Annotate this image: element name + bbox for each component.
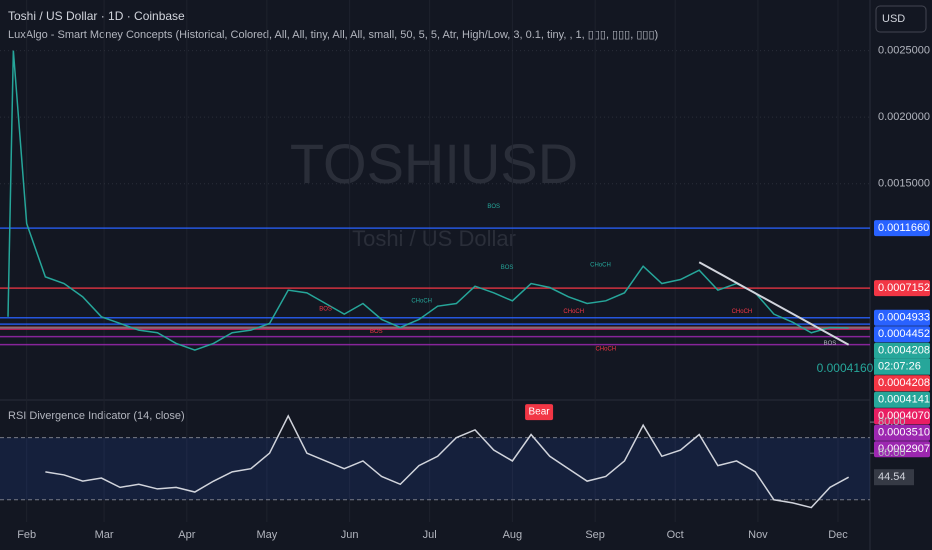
x-tick-label: Aug	[503, 529, 523, 541]
annotation: CHoCH	[590, 262, 611, 268]
indicator-title: LuxAlgo - Smart Money Concepts (Historic…	[8, 29, 658, 41]
last-price: 0.0004160	[817, 361, 874, 375]
price-label-box	[874, 220, 930, 237]
price-label: 0.0011660	[878, 222, 929, 234]
x-tick-label: Sep	[585, 529, 605, 541]
y-tick-label: 0.0015000	[878, 178, 930, 190]
x-tick-label: Jul	[423, 529, 437, 541]
annotation: BOS	[319, 306, 332, 312]
x-tick-label: Mar	[95, 529, 114, 541]
rsi-value-box	[874, 469, 914, 486]
annotation: BOS	[370, 329, 383, 335]
price-label-box	[874, 309, 930, 326]
watermark: TOSHIUSD	[290, 132, 578, 195]
price-label: 0.0004141	[878, 394, 930, 406]
y-tick-label: 0.0025000	[878, 45, 930, 57]
annotation: CHoCH	[595, 346, 616, 352]
currency-label[interactable]: USD	[882, 13, 905, 25]
price-label-box	[874, 326, 930, 343]
annotation-box	[525, 404, 554, 421]
price-label: 0.0002907	[878, 443, 930, 455]
annotation: Bear	[529, 407, 551, 418]
rsi-value-label: 44.54	[878, 471, 906, 483]
x-tick-label: Nov	[748, 529, 768, 541]
price-label-box	[874, 441, 930, 458]
price-label: 0.0004070	[878, 410, 930, 422]
rsi-band	[0, 437, 870, 500]
y-tick-label: 0.0020000	[878, 111, 930, 123]
watermark-subtitle: Toshi / US Dollar	[352, 226, 516, 251]
x-tick-label: Dec	[828, 529, 848, 541]
annotation: BOS	[501, 265, 514, 271]
price-line	[7, 50, 849, 351]
price-label-box	[874, 375, 930, 392]
price-label: 0.0004452	[878, 328, 930, 340]
annotation: BOS	[487, 204, 500, 210]
price-label-box	[874, 408, 930, 425]
x-tick-label: Feb	[17, 529, 36, 541]
x-tick-label: May	[256, 529, 277, 541]
annotation: CHoCH	[411, 298, 432, 304]
annotation: BOS	[824, 341, 837, 347]
price-label: 0.0004208	[878, 377, 930, 389]
price-label: 0.0004933	[878, 312, 930, 324]
x-tick-label: Jun	[341, 529, 359, 541]
y-tick-label: 60.00	[878, 447, 906, 459]
price-label-box	[874, 342, 930, 359]
price-label: 0.0007152	[878, 282, 930, 294]
x-tick-label: Oct	[667, 529, 684, 541]
price-label-box	[874, 424, 930, 441]
rsi-line	[45, 414, 850, 509]
price-label: 0.0004208	[878, 345, 930, 357]
chart-title: Toshi / US Dollar · 1D · Coinbase	[8, 9, 185, 23]
x-tick-label: Apr	[178, 529, 195, 541]
price-label-box	[874, 280, 930, 297]
y-tick-label: 80.00	[878, 416, 906, 428]
trendline	[698, 261, 850, 346]
annotation: CHoCH	[732, 309, 753, 315]
rsi-title: RSI Divergence Indicator (14, close)	[8, 410, 185, 422]
price-label-box	[874, 391, 930, 408]
countdown-box	[874, 358, 930, 375]
annotation: CHoCH	[563, 309, 584, 315]
price-label: 0.0003510	[878, 427, 930, 439]
currency-button[interactable]	[875, 5, 927, 33]
countdown: 02:07:26	[878, 361, 921, 373]
